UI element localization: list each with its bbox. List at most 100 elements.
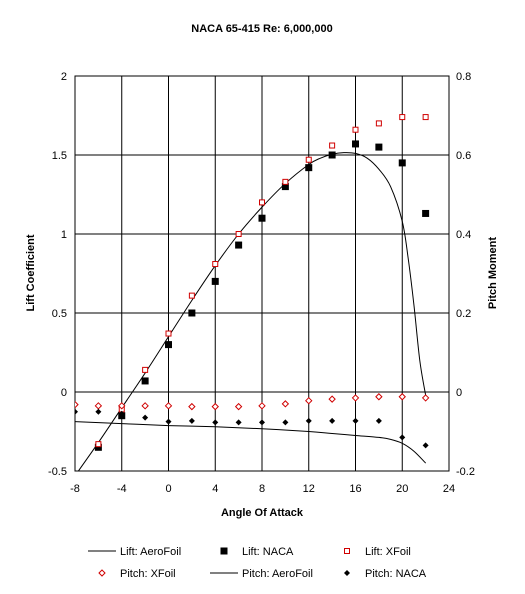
y-tick-label: 1 xyxy=(61,229,67,241)
data-point xyxy=(235,231,242,237)
data-point xyxy=(142,366,149,373)
tick-labels: -8 -4 0 4 8 12 16 20 24 -0.5 0 0.5 1 1.5 2 -0.2 0 0.2 0.4 0… xyxy=(48,71,475,495)
data-point xyxy=(351,394,360,402)
data-point xyxy=(421,394,430,402)
y-tick-label: 1.5 xyxy=(52,150,67,162)
series-pitch-naca xyxy=(75,408,429,449)
series-line xyxy=(75,421,426,464)
x-tick-label: 16 xyxy=(349,483,361,495)
legend-item: Lift: AeroFoil xyxy=(88,546,181,558)
data-point xyxy=(375,417,382,424)
data-point xyxy=(305,396,313,405)
data-point xyxy=(212,261,219,268)
data-point xyxy=(142,414,149,421)
data-point xyxy=(259,199,265,206)
y2-tick-label: -0.2 xyxy=(456,466,475,478)
data-point xyxy=(282,419,289,426)
data-point xyxy=(305,156,312,163)
grid xyxy=(74,75,450,472)
data-point xyxy=(188,402,196,411)
legend-item: Lift: NACA xyxy=(220,546,294,558)
legend-item: Pitch: AeroFoil xyxy=(210,568,313,580)
legend-label: Lift: XFoil xyxy=(365,546,411,558)
x-tick-label: -8 xyxy=(70,483,80,495)
legend-swatch xyxy=(344,548,350,554)
x-tick-label: 0 xyxy=(165,483,171,495)
data-point xyxy=(375,120,382,127)
y-tick-label: -0.5 xyxy=(48,466,67,478)
data-point xyxy=(258,214,266,222)
data-point xyxy=(118,402,126,410)
y2-tick-label: 0.4 xyxy=(456,229,471,241)
data-point xyxy=(188,292,195,299)
data-point xyxy=(328,151,336,159)
y2-tick-label: 0 xyxy=(456,387,462,399)
data-point xyxy=(375,393,383,401)
legend-label: Lift: NACA xyxy=(242,546,294,558)
x-axis-title: Angle Of Attack xyxy=(221,507,304,519)
data-point xyxy=(352,417,359,424)
data-point xyxy=(328,395,336,403)
data-point xyxy=(235,419,242,426)
series-layer xyxy=(75,114,430,471)
data-point xyxy=(398,159,406,167)
y-tick-label: 0 xyxy=(61,387,67,399)
legend-label: Lift: AeroFoil xyxy=(120,546,181,558)
data-point xyxy=(235,241,243,249)
data-point xyxy=(165,330,172,337)
data-point xyxy=(422,209,430,217)
legend-label: Pitch: XFoil xyxy=(120,568,176,580)
data-point xyxy=(305,417,312,424)
series-pitch-aerofoil xyxy=(75,421,426,464)
legend-item: Pitch: NACA xyxy=(344,568,427,580)
data-point xyxy=(422,114,429,121)
legend-swatch xyxy=(344,570,350,576)
data-point xyxy=(305,164,313,172)
data-point xyxy=(258,402,266,410)
data-point xyxy=(94,402,103,410)
data-point xyxy=(375,143,383,151)
data-point xyxy=(188,309,196,317)
data-point xyxy=(165,341,172,349)
legend-item: Pitch: XFoil xyxy=(98,568,176,580)
x-tick-label: 4 xyxy=(212,483,218,495)
series-lift-aerofoil xyxy=(77,152,427,471)
data-point xyxy=(95,441,102,448)
legend: Lift: AeroFoil Lift: NACA Lift: XFoil Pitch… xyxy=(88,546,427,580)
y-tick-label: 2 xyxy=(61,71,67,83)
data-point xyxy=(141,402,149,410)
data-point xyxy=(75,408,78,415)
y2-axis-title: Pitch Moment xyxy=(487,237,499,309)
x-tick-label: 8 xyxy=(259,483,265,495)
series-lift-xfoil xyxy=(95,114,429,448)
plot-area-frame xyxy=(74,75,450,472)
x-tick-label: 20 xyxy=(396,483,408,495)
series-pitch-xfoil xyxy=(75,393,430,411)
data-point xyxy=(234,402,243,411)
legend-swatch xyxy=(98,569,106,577)
data-point xyxy=(398,393,406,401)
data-point xyxy=(281,400,290,408)
y2-tick-label: 0.2 xyxy=(456,308,471,320)
data-point xyxy=(352,126,359,133)
y2-tick-label: 0.6 xyxy=(456,150,471,162)
legend-label: Pitch: NACA xyxy=(365,568,427,580)
data-point xyxy=(281,183,289,191)
data-point xyxy=(352,140,359,148)
data-point xyxy=(422,442,429,449)
legend-label: Pitch: AeroFoil xyxy=(242,568,313,580)
data-point xyxy=(164,402,173,410)
data-point xyxy=(399,114,406,121)
data-point xyxy=(399,434,406,441)
series-line xyxy=(77,152,427,471)
data-point xyxy=(95,408,102,415)
data-point xyxy=(141,377,149,385)
data-point xyxy=(259,419,265,426)
data-point xyxy=(165,418,172,425)
x-tick-label: 24 xyxy=(443,483,455,495)
data-point xyxy=(75,400,79,409)
y2-tick-label: 0.8 xyxy=(456,71,471,83)
x-tick-label: -4 xyxy=(117,483,127,495)
data-point xyxy=(329,142,336,149)
